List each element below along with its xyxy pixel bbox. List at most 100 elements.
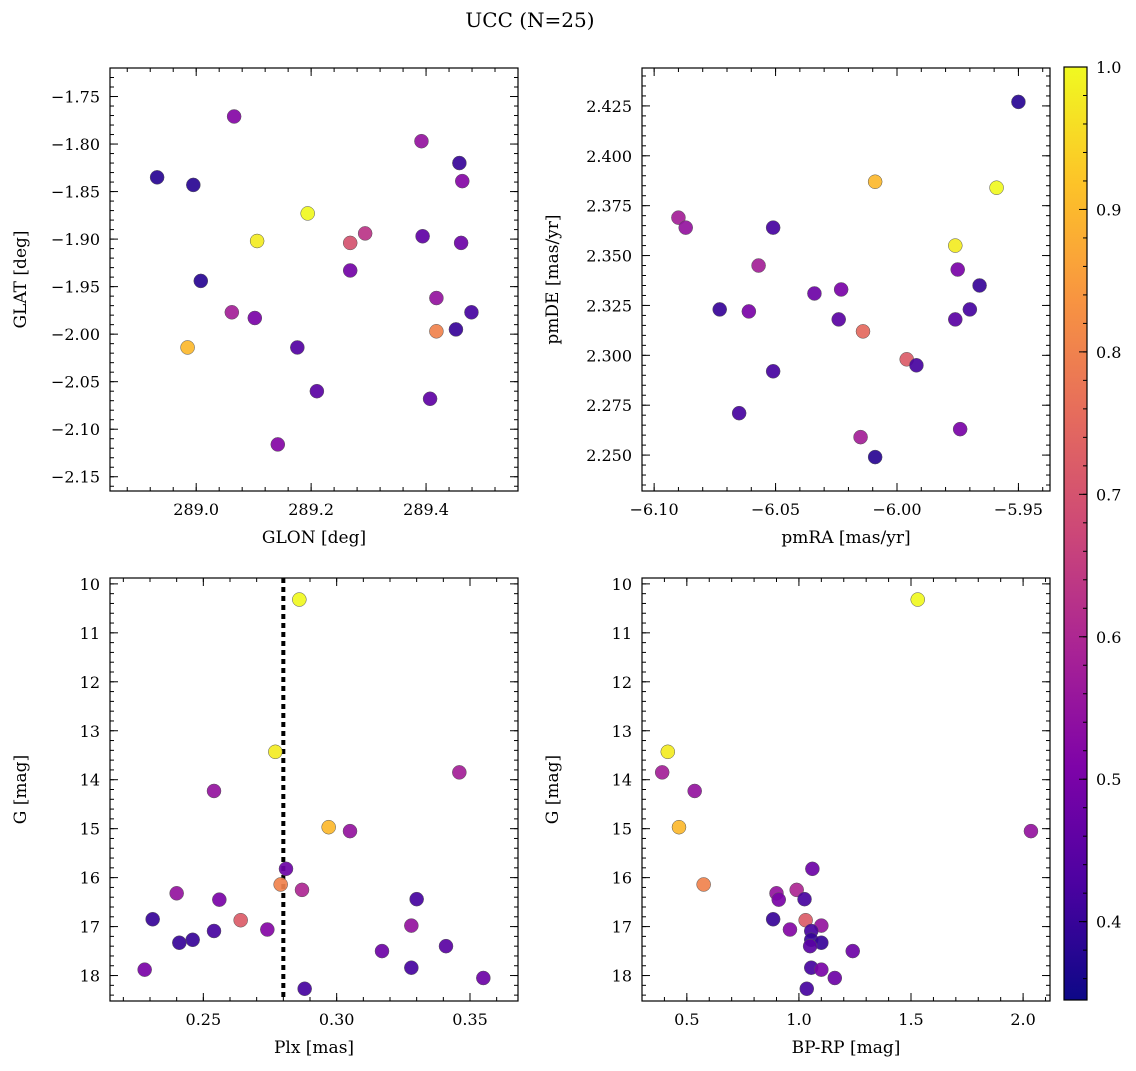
x-tick-label: 2.0 (1010, 1010, 1035, 1029)
data-point (807, 286, 822, 301)
data-point (948, 238, 963, 253)
data-point (321, 819, 336, 835)
y-tick-label: −1.90 (51, 230, 100, 249)
x-axis-label: pmRA [mas/yr] (781, 528, 910, 548)
data-point (429, 324, 444, 339)
data-point (342, 235, 358, 251)
data-point (455, 173, 470, 189)
y-tick-label: 10 (612, 575, 632, 594)
data-point (290, 340, 305, 355)
data-point (797, 891, 812, 907)
y-tick-label: 2.425 (586, 97, 632, 116)
y-tick-label: 12 (80, 673, 100, 692)
data-point (671, 210, 686, 225)
data-point (180, 340, 195, 355)
x-tick-label: 0.35 (452, 1010, 488, 1029)
plot-frame (641, 67, 1051, 492)
y-axis-label: G [mag] (11, 755, 31, 824)
data-point (805, 861, 820, 877)
data-point (952, 421, 968, 437)
y-tick-label: 2.250 (586, 446, 632, 465)
x-tick-label: 1.5 (898, 1010, 923, 1029)
x-tick-label: 0.30 (319, 1010, 355, 1029)
data-point (342, 823, 358, 839)
y-tick-label: −2.00 (51, 325, 100, 344)
data-point (989, 180, 1004, 195)
data-point (452, 765, 467, 780)
data-point (374, 943, 390, 959)
data-point (1023, 823, 1039, 839)
y-tick-label: 11 (612, 624, 632, 643)
y-axis-label: GLAT [deg] (11, 230, 31, 328)
y-tick-label: −2.05 (51, 373, 100, 392)
data-point (404, 918, 419, 933)
plot-frame (641, 577, 1051, 1002)
x-tick-label: 0.25 (186, 1010, 222, 1029)
y-tick-label: 14 (612, 771, 632, 790)
colorbar-tick-label: 0.4 (1096, 913, 1121, 932)
data-point (260, 922, 275, 937)
data-point (294, 882, 310, 898)
data-point (696, 877, 711, 892)
y-tick-label: 18 (612, 967, 632, 986)
data-point (687, 783, 702, 799)
panel-pmra-pmde: −6.10 −6.05 −6.00 −5.95 2.250 2.275 2.300 2.325… (543, 67, 1051, 548)
data-point (422, 391, 438, 407)
data-point (765, 220, 781, 235)
data-point (249, 233, 265, 249)
y-tick-label: −1.80 (51, 135, 100, 154)
x-tick-label: 1.0 (786, 1010, 811, 1029)
scatter-panels: 289.0 289.2 289.4 −2.15 −2.10 −2.05 −2.00 −1.95… (11, 67, 1051, 1058)
data-point (409, 891, 424, 907)
data-point (867, 174, 883, 189)
x-tick-label: −6.05 (751, 500, 800, 519)
data-point (438, 938, 454, 954)
data-point (765, 911, 781, 927)
y-tick-label: −2.15 (51, 468, 100, 487)
data-point (802, 938, 818, 954)
data-point (233, 912, 248, 928)
data-point (453, 235, 469, 251)
data-point (464, 305, 479, 320)
y-tick-label: 2.325 (586, 296, 632, 315)
panel-glon-glat: 289.0 289.2 289.4 −2.15 −2.10 −2.05 −2.00 −1.95… (11, 67, 519, 548)
y-tick-label: −1.75 (51, 88, 100, 107)
data-point (247, 310, 263, 326)
y-tick-label: −2.10 (51, 420, 100, 439)
data-point (342, 263, 358, 278)
data-point (212, 892, 227, 907)
y-tick-label: −1.95 (51, 278, 100, 297)
x-tick-label: −6.10 (630, 500, 679, 519)
data-point (414, 133, 429, 149)
data-point (268, 744, 283, 760)
data-point (782, 922, 798, 937)
y-tick-label: 11 (80, 624, 100, 643)
data-point (206, 923, 222, 939)
x-tick-label: −5.95 (994, 500, 1043, 519)
y-tick-label: 12 (612, 673, 632, 692)
colorbar-tick-label: 0.6 (1096, 628, 1121, 647)
data-point (1011, 94, 1026, 110)
colorbar-tick-label: 0.7 (1096, 485, 1121, 504)
data-point (193, 273, 209, 289)
data-point (224, 305, 240, 320)
y-tick-label: −1.85 (51, 183, 100, 202)
data-point (831, 312, 846, 327)
data-point (771, 892, 786, 907)
y-tick-label: 2.400 (586, 147, 632, 166)
data-point (273, 877, 288, 892)
figure-title: UCC (N=25) (465, 8, 594, 32)
data-point (962, 302, 978, 317)
y-tick-label: 2.350 (586, 247, 632, 266)
data-point (309, 383, 325, 399)
y-tick-label: 17 (80, 918, 100, 937)
y-tick-label: 16 (612, 869, 632, 888)
data-point (297, 981, 312, 997)
data-point (741, 304, 757, 319)
y-axis-label: pmDE [mas/yr] (543, 214, 563, 344)
data-point (186, 177, 201, 193)
data-point (751, 258, 766, 273)
data-point (172, 935, 187, 950)
plot-frame (109, 577, 519, 1002)
